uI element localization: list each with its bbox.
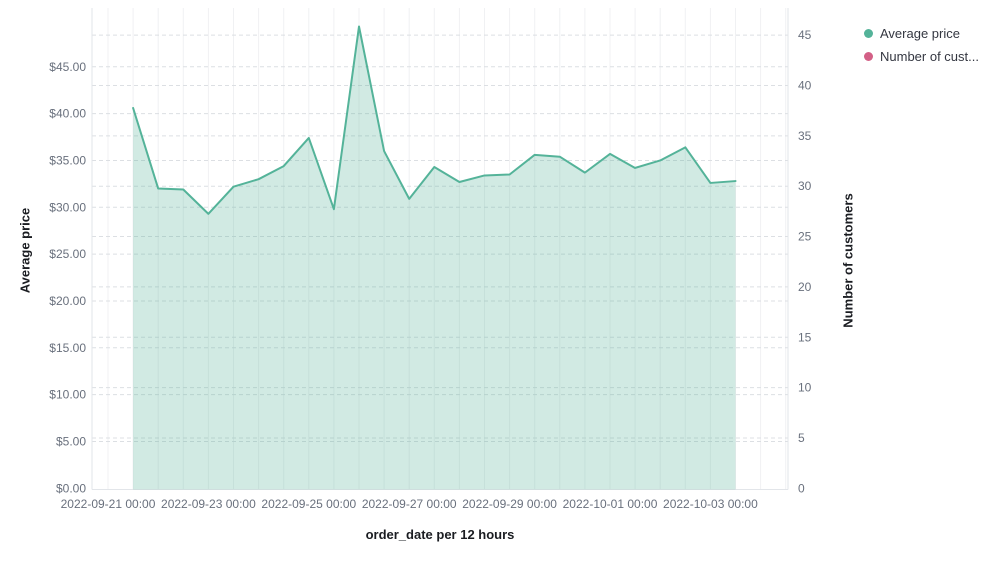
y-right-tick-label: 25 [798,230,812,244]
y-right-tick-label: 10 [798,381,812,395]
y-left-tick-label: $40.00 [49,107,86,121]
series-area-average-price [133,26,736,490]
plot-area[interactable] [92,8,788,490]
axis-lines [91,8,789,490]
legend-item-average-price[interactable]: Average price [864,22,979,44]
x-tick-label: 2022-09-29 00:00 [462,497,557,511]
left-axis-title: Average price [17,207,33,294]
x-axis-title: order_date per 12 hours [365,527,515,542]
legend-dot-average-price-icon [864,28,873,38]
y-right-tick-label: 20 [798,280,812,294]
y-left-tick-label: $25.00 [49,247,86,261]
x-tick-label: 2022-10-03 00:00 [663,497,758,511]
x-tick-label: 2022-09-21 00:00 [61,497,156,511]
legend: Average price Number of cust... [864,22,979,67]
y-right-tick-label: 30 [798,179,812,193]
y-left-tick-label: $30.00 [49,200,86,214]
y-left-tick-label: $20.00 [49,294,86,308]
y-left-tick-label: $10.00 [49,388,86,402]
legend-dot-number-of-customers-icon [864,51,873,61]
y-left-tick-label: $5.00 [56,434,86,448]
y-left-tick-label: $35.00 [49,153,86,167]
y-left-tick-label: $45.00 [49,60,86,74]
legend-label-number-of-customers: Number of cust... [880,48,979,64]
y-right-tick-label: 15 [798,330,812,344]
x-tick-label: 2022-09-27 00:00 [362,497,457,511]
y-right-tick-label: 40 [798,79,812,93]
x-tick-label: 2022-10-01 00:00 [563,497,658,511]
series-line-average-price [132,25,737,215]
y-right-tick-label: 35 [798,129,812,143]
legend-item-number-of-customers[interactable]: Number of cust... [864,45,979,67]
tick-labels: $0.00 $5.00 $10.00 $15.00 $20.00 $25.00 $30.00… [49,28,811,511]
y-right-tick-label: 0 [798,481,805,495]
right-axis-title: Number of customers [840,193,856,328]
y-left-tick-label: $0.00 [56,481,86,495]
x-tick-label: 2022-09-23 00:00 [161,497,256,511]
y-left-tick-label: $15.00 [49,341,86,355]
y-right-tick-label: 45 [798,28,812,42]
legend-label-average-price: Average price [880,25,960,41]
x-tick-label: 2022-09-25 00:00 [261,497,356,511]
gridlines [92,8,788,490]
y-right-tick-label: 5 [798,431,805,445]
